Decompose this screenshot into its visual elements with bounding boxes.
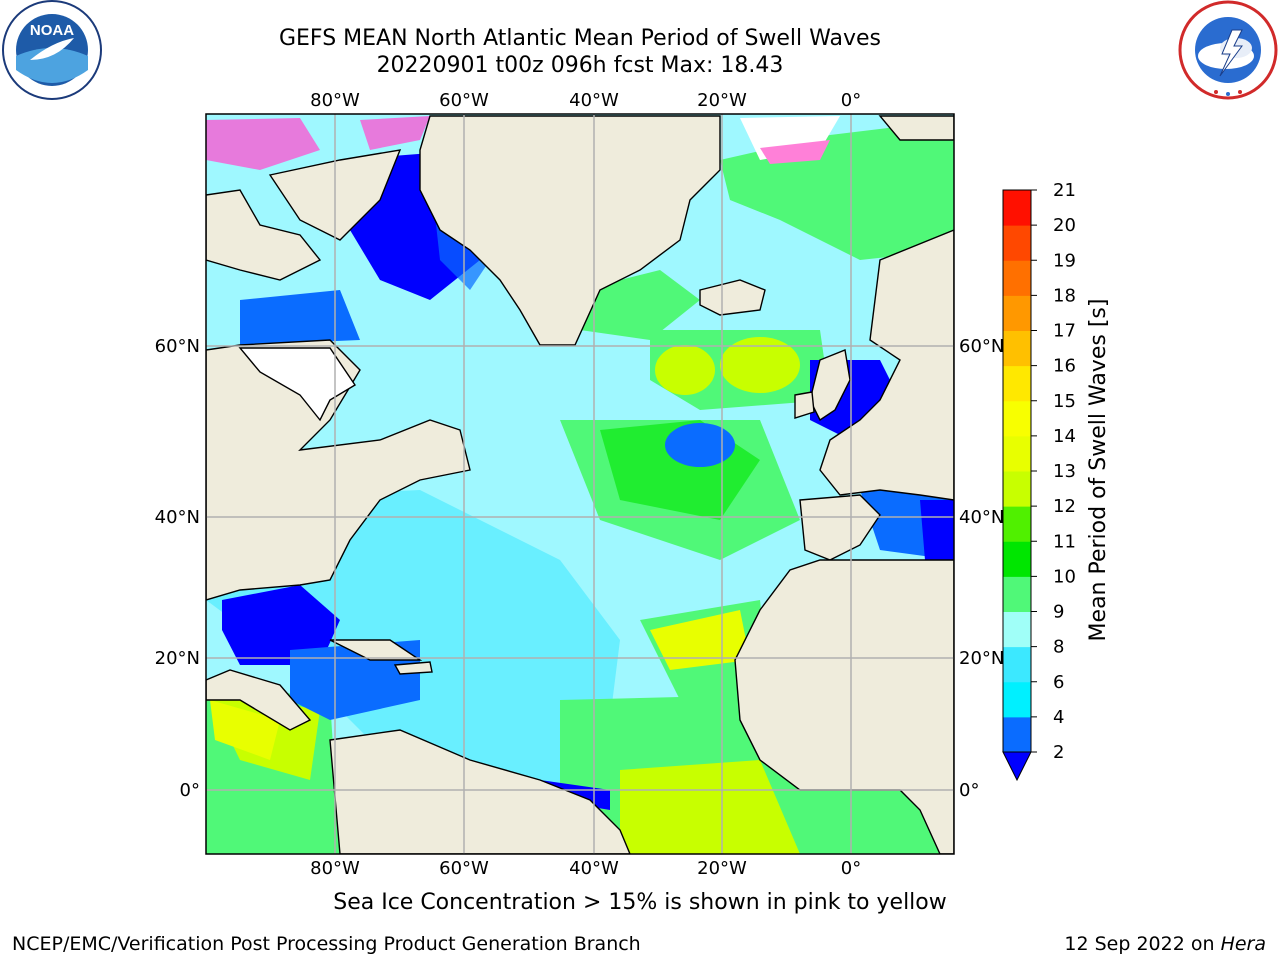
lon-label-bottom: 0° — [841, 858, 861, 879]
colorbar-under-arrow — [1002, 751, 1032, 782]
lat-label-right: 40°N — [959, 507, 1004, 528]
lon-label-bottom: 80°W — [310, 858, 360, 879]
colorbar-segment — [1003, 330, 1031, 367]
generation-date: 12 Sep 2022 on Hera — [1064, 933, 1266, 955]
svg-text:NOAA: NOAA — [30, 22, 74, 39]
colorbar-tick-label: 4 — [1053, 707, 1064, 728]
map-frame — [205, 113, 955, 855]
colorbar-segment — [1003, 260, 1031, 296]
lon-label-top: 60°W — [439, 90, 489, 111]
colorbar-segment — [1003, 471, 1031, 507]
credit-line: NCEP/EMC/Verification Post Processing Pr… — [12, 933, 641, 955]
colorbar-tick-label: 6 — [1053, 672, 1064, 693]
colorbar-tick-label: 16 — [1053, 356, 1076, 377]
colorbar-tick-label: 10 — [1053, 566, 1076, 587]
lat-label-left: 60°N — [155, 336, 200, 357]
colorbar-segment — [1003, 190, 1031, 226]
map-title: GEFS MEAN North Atlantic Mean Period of … — [278, 26, 881, 51]
lon-label-top: 40°W — [569, 90, 619, 111]
forecast-subtitle: 20220901 t00z 096h fcst Max: 18.43 — [376, 53, 784, 78]
colorbar-tick-label: 12 — [1053, 496, 1076, 517]
graticule — [206, 114, 954, 854]
colorbar-label: Mean Period of Swell Waves [s] — [1086, 299, 1111, 642]
colorbar-segment — [1003, 611, 1031, 648]
lat-label-left: 40°N — [155, 507, 200, 528]
colorbar-segment — [1003, 681, 1031, 718]
land-masses — [206, 115, 954, 854]
lon-label-top: 20°W — [697, 90, 747, 111]
colorbar-tick-label: 8 — [1053, 637, 1064, 658]
colorbar — [1002, 189, 1032, 782]
colorbar-ticks: 2 4 6 8 9 10 11 12 13 14 15 16 17 18 19 20 21 — [1031, 180, 1076, 763]
colorbar-tick-label: 9 — [1053, 602, 1064, 623]
colorbar-tick-label: 19 — [1053, 250, 1076, 271]
lat-label-right: 60°N — [959, 336, 1004, 357]
colorbar-tick-label: 2 — [1053, 742, 1064, 763]
lat-label-right: 0° — [959, 780, 979, 801]
colorbar-segment — [1003, 225, 1031, 261]
colorbar-segment — [1003, 506, 1031, 542]
noaa-logo: NOAA — [2, 0, 102, 100]
map-axis-labels: 80°W 60°W 40°W 20°W 0° 80°W 60°W 40°W 20… — [155, 90, 1005, 879]
lon-label-bottom: 40°W — [569, 858, 619, 879]
lon-label-bottom: 60°W — [439, 858, 489, 879]
colorbar-segment — [1003, 646, 1031, 683]
colorbar-tick-label: 11 — [1053, 531, 1076, 552]
colorbar-segment — [1003, 541, 1031, 577]
lat-label-left: 0° — [180, 780, 200, 801]
lon-label-top: 0° — [841, 90, 861, 111]
sea-ice-note: Sea Ice Concentration > 15% is shown in … — [333, 890, 947, 915]
colorbar-tick-label: 15 — [1053, 391, 1076, 412]
colorbar-segment — [1003, 716, 1031, 753]
colorbar-segment — [1003, 435, 1031, 472]
lat-label-right: 20°N — [959, 648, 1004, 669]
colorbar-segment — [1003, 295, 1031, 331]
colorbar-tick-label: 13 — [1053, 461, 1076, 482]
colorbar-tick-label: 18 — [1053, 285, 1076, 306]
colorbar-tick-label: 17 — [1053, 321, 1076, 342]
colorbar-tick-label: 14 — [1053, 426, 1076, 447]
national-weather-service-logo — [1178, 0, 1278, 100]
generation-machine: Hera — [1220, 933, 1266, 955]
colorbar-segment — [1003, 576, 1031, 612]
colorbar-tick-label: 21 — [1053, 180, 1076, 201]
lat-label-left: 20°N — [155, 648, 200, 669]
map-area — [206, 114, 954, 854]
colorbar-segment — [1003, 400, 1031, 437]
lon-label-top: 80°W — [310, 90, 360, 111]
generation-date-text: 12 Sep 2022 on — [1064, 933, 1221, 955]
lon-label-bottom: 20°W — [697, 858, 747, 879]
colorbar-tick-label: 20 — [1053, 215, 1076, 236]
colorbar-segment — [1003, 365, 1031, 402]
